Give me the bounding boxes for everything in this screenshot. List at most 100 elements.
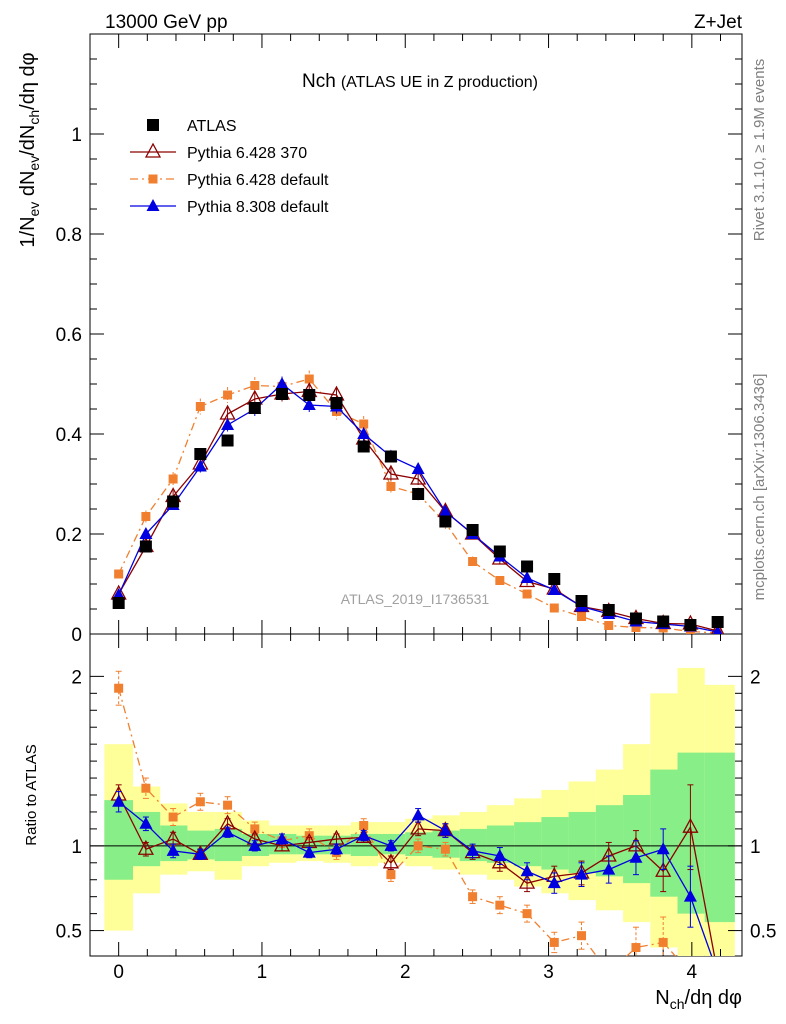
pythia-8-308-default-ratio-point	[357, 828, 371, 841]
legend-label-pythia-8-308-default: Pythia 8.308 default	[187, 199, 329, 216]
atlas-point	[384, 450, 397, 463]
pythia-6-428-default-ratio-point	[250, 824, 260, 834]
pythia-6-428-default-ratio-point	[522, 909, 532, 919]
pythia-6-428-default-ratio-point	[658, 937, 668, 947]
stat-band-segment	[568, 811, 596, 873]
process-label: Z+Jet	[694, 12, 743, 33]
pythia-6-428-370-ratio-point	[273, 836, 291, 852]
pythia-8-308-default-ratio-point	[629, 850, 643, 863]
atlas-point	[602, 604, 615, 616]
atlas-point	[139, 540, 152, 553]
mcplots-source-label: mcplots.cern.ch [arXiv:1306.3436]	[751, 374, 768, 601]
pythia-8-308-default-ratio-point	[575, 867, 589, 880]
pythia-8-308-default-ratio-point	[384, 838, 398, 851]
pythia-8-308-default-ratio-point	[493, 849, 507, 862]
pythia-8-308-default-ratio-point	[193, 847, 207, 860]
pythia-6-428-default-point	[141, 512, 151, 521]
x-tick-label: 4	[687, 962, 698, 983]
pythia-6-428-default-point	[522, 589, 532, 599]
axes-group: 0 1 2 3 4 0 0.2 0.4 0.6 0.8 1 0.5 0.5 1 1 2 2	[56, 33, 776, 983]
pythia-6-428-default-ratio-point	[223, 800, 233, 810]
pythia-6-428-default-ratio-point	[386, 870, 396, 880]
pythia-6-428-370-ratio-point	[382, 853, 400, 869]
pythia-6-428-default-ratio-point	[413, 841, 423, 851]
ratio-y-tick-label: 1	[71, 837, 82, 858]
pythia-6-428-370-ratio-point	[655, 861, 672, 877]
x-axis-label: Nch/dη dφ	[655, 987, 742, 1012]
pythia-6-428-default-ratio-point	[549, 937, 559, 947]
legend: ATLAS Pythia 6.428 370 Pythia 6.428 defaul…	[130, 118, 329, 216]
pythia-8-308-default-ratio-point	[520, 864, 534, 877]
atlas-point	[548, 573, 561, 585]
pythia-6-428-370-ratio-point	[410, 819, 427, 835]
pythia-6-428-default-point	[195, 402, 205, 411]
pythia-6-428-default-point	[250, 381, 260, 390]
pythia-6-428-370-ratio-point	[518, 873, 536, 889]
pythia-6-428-default-point	[577, 612, 587, 621]
pythia-6-428-default-point	[631, 623, 641, 632]
atlas-point	[194, 448, 207, 460]
legend-marker-pythia-8-308-default	[146, 199, 160, 211]
ratio-y-tick-label-right: 1	[750, 837, 761, 858]
rivet-version-label: Rivet 3.1.10, ≥ 1.9M events	[751, 59, 768, 242]
x-tick-label: 1	[257, 962, 268, 983]
pythia-8-308-default-ratio-point	[466, 843, 480, 856]
y-axis-label: 1/Nev dNev/dNch/dη dφ	[17, 52, 42, 247]
pythia-6-428-default-point	[549, 603, 559, 613]
ratio-y-tick-label: 0.5	[56, 922, 82, 943]
x-tick-label: 2	[400, 962, 411, 983]
stat-band-segment	[514, 822, 542, 867]
legend-marker-pythia-6-428-default	[148, 174, 158, 184]
pythia-8-308-default-ratio-point	[547, 876, 561, 889]
ratio-y-tick-label: 2	[71, 667, 82, 688]
y-tick-label: 1	[71, 125, 82, 146]
atlas-point	[112, 597, 125, 609]
pythia-6-428-default-point	[495, 576, 505, 585]
pythia-6-428-370-point	[410, 469, 427, 485]
legend-label-atlas: ATLAS	[187, 118, 237, 135]
pythia-8-308-default-ratio-point	[112, 794, 126, 807]
pythia-8-308-default-point	[438, 504, 452, 517]
ratio-uncertainty-bands	[90, 667, 742, 956]
pythia-8-308-default-ratio-point	[139, 816, 153, 829]
analysis-watermark: ATLAS_2019_I1736531	[341, 591, 490, 607]
stat-band-segment	[650, 769, 678, 897]
pythia-6-428-default-point	[386, 482, 396, 491]
ratio-panel-series	[110, 670, 716, 956]
atlas-point	[711, 616, 724, 628]
pythia-6-428-default-point	[223, 390, 233, 400]
main-panel-series	[110, 370, 725, 634]
pythia-8-308-default-ratio-point	[221, 825, 235, 838]
pythia-8-308-default-ratio-point	[602, 862, 616, 875]
x-tick-label: 3	[543, 962, 554, 983]
pythia-8-308-default-ratio-point	[683, 889, 697, 902]
ratio-y-tick-label-right: 0.5	[750, 922, 776, 943]
stat-band-segment	[704, 752, 735, 923]
pythia-6-428-default-ratio-line	[118, 688, 677, 956]
ratio-y-axis-label: Ratio to ATLAS	[23, 744, 40, 845]
y-tick-label: 0.6	[56, 325, 82, 346]
atlas-point	[629, 612, 642, 625]
atlas-point	[167, 495, 180, 508]
chart-title: Nch (ATLAS UE in Z production)	[302, 71, 538, 92]
atlas-point	[357, 440, 370, 453]
legend-marker-atlas	[147, 119, 159, 131]
pythia-6-428-370-point	[382, 464, 400, 480]
atlas-point	[439, 515, 452, 528]
pythia-8-308-default-point	[712, 625, 723, 634]
pythia-6-428-default-ratio-point	[440, 844, 450, 854]
atlas-point	[657, 615, 670, 628]
atlas-point	[493, 545, 506, 558]
y-tick-label: 0.8	[56, 225, 82, 246]
pythia-6-428-default-ratio-point	[195, 797, 205, 807]
pythia-8-308-default-point	[221, 418, 235, 430]
pythia-6-428-default-ratio-point	[141, 783, 151, 793]
atlas-point	[412, 488, 425, 500]
atlas-point	[330, 397, 343, 409]
y-tick-label: 0.4	[56, 425, 83, 446]
pythia-6-428-default-ratio-point	[468, 892, 478, 902]
pythia-8-308-default-point	[411, 462, 425, 474]
pythia-8-308-default-point	[547, 583, 561, 595]
pythia-6-428-370-ratio-point	[491, 853, 508, 869]
